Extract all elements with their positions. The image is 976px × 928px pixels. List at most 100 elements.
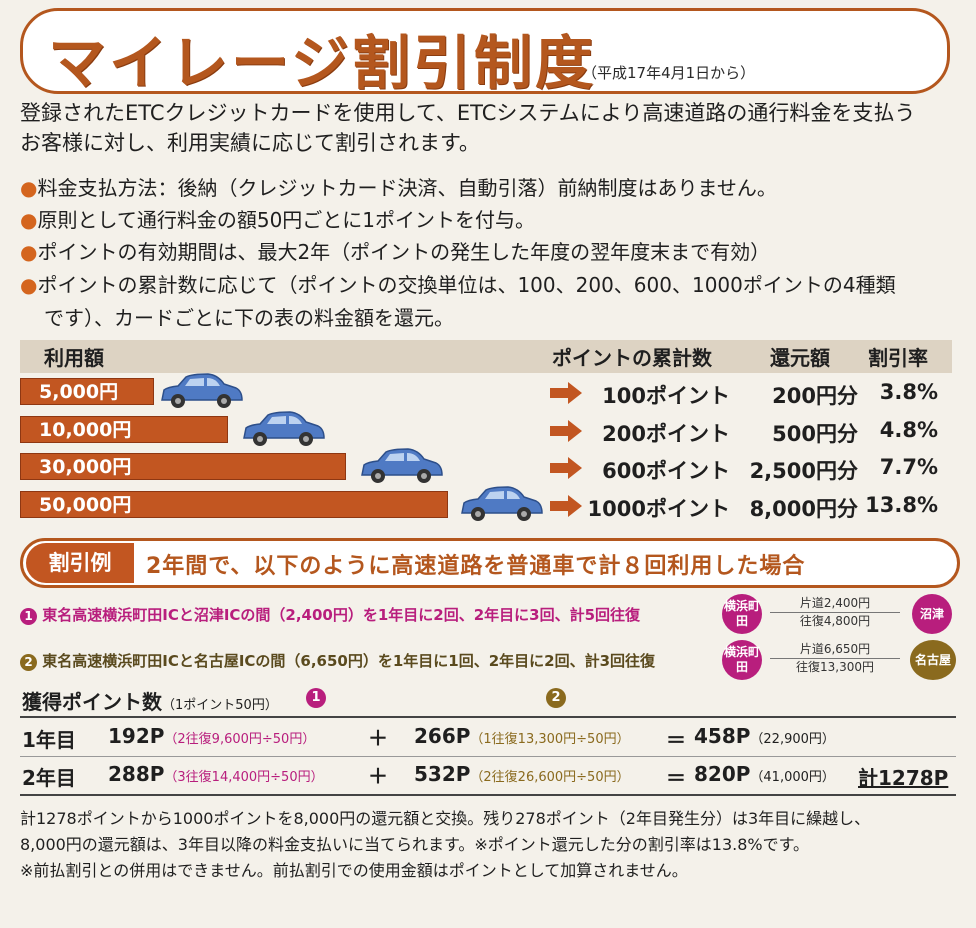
route-line [770,612,900,613]
number-badge-1: 1 [20,608,37,625]
points-value: 532P [414,762,471,786]
refund-cell: 8,000円分 [749,497,858,521]
divider [20,756,956,757]
points-row-1-p1: 192P（2往復9,600円÷50円） [108,724,315,748]
divider [20,794,956,796]
title-frame [20,8,950,94]
route-1-text: 東名高速横浜町田ICと沼津ICの間（2,400円）を1年目に2回、2年目に3回、… [42,606,641,624]
points-cell: 1000ポイント [587,497,730,521]
th-rate: 割引率 [868,346,928,370]
amount-bar: 30,000円 [20,453,346,480]
arrow-right-icon [550,382,582,404]
bullet-text: 料金支払方法：後納（クレジットカード決済、自動引落）前納制度はありません。 [37,176,777,200]
grand-total: 計1278P [858,766,949,790]
plus-sign: ＋ [368,764,388,788]
bullet-points-rule: ●原則として通行料金の額50円ごとに1ポイントを付与。 [20,204,535,233]
rate-cell: 7.7% [879,455,938,479]
example-heading: 2年間で、以下のように高速道路を普通車で計８回利用した場合 [146,554,806,579]
route-1: 1 東名高速横浜町田ICと沼津ICの間（2,400円）を1年目に2回、2年目に3… [20,604,640,625]
year-label: 2年目 [22,766,76,790]
points-heading-label: 獲得ポイント数 [22,690,162,714]
points-total-note: （41,000円） [750,770,835,785]
points-value: 288P [108,762,165,786]
points-note: （2往復9,600円÷50円） [164,732,316,747]
rate-cell: 4.8% [879,418,938,442]
intro-line-1: 登録されたETCクレジットカードを使用して、ETCシステムにより高速道路の通行料… [20,101,916,125]
points-cell: 100ポイント [602,384,730,408]
points-heading: 獲得ポイント数（1ポイント50円） [22,686,278,715]
arrow-right-icon [550,495,582,517]
points-cell: 600ポイント [602,459,730,483]
points-row-2-p2: 532P（2往復26,600円÷50円） [414,762,630,786]
footer-line-1: 計1278ポイントから1000ポイントを8,000円の還元額と交換。残り278ポ… [20,809,871,828]
points-note: （3往復14,400円÷50円） [164,770,324,785]
col-badge-1: 1 [306,686,326,708]
divider [20,716,956,718]
title-date: （平成17年4月1日から） [582,64,756,82]
points-value: 192P [108,724,165,748]
equals-sign: ＝ [666,766,686,790]
route-2-oneway: 片道6,650円 [799,642,871,656]
route-2: 2 東名高速横浜町田ICと名古屋ICの間（6,650円）を1年目に1回、2年目に… [20,650,655,671]
route-2-round: 往復13,300円 [796,660,874,674]
points-cell: 200ポイント [602,422,730,446]
refund-cell: 2,500円分 [749,459,858,483]
page-title: マイレージ割引制度 [48,29,596,97]
intro-line-2: お客様に対し、利用実績に応じて割引されます。 [20,131,480,155]
car-icon [243,411,325,446]
node-nagoya: 名古屋 [910,640,956,680]
points-note: （1往復13,300円÷50円） [470,732,630,747]
points-total-note: （22,900円） [750,732,835,747]
example-tag: 割引例 [26,543,134,583]
year-label: 1年目 [22,728,76,752]
bullet-text: ポイントの有効期間は、最大2年（ポイントの発生した年度の翌年度末まで有効） [37,240,771,264]
number-badge-2: 2 [546,688,566,708]
points-total: 458P [694,724,751,748]
bullet-text: ポイントの累計数に応じて（ポイントの交換単位は、100、200、600、1000… [37,273,896,297]
bullet-exchange: ●ポイントの累計数に応じて（ポイントの交換単位は、100、200、600、100… [20,269,896,298]
example-band [20,538,960,588]
node-yokohama-machida: 横浜町田 [722,640,762,680]
number-badge-1: 1 [306,688,326,708]
points-row-2-p1: 288P（3往復14,400円÷50円） [108,762,324,786]
car-icon [161,373,243,408]
bullet-dot-icon: ● [20,240,38,264]
route-2-text: 東名高速横浜町田ICと名古屋ICの間（6,650円）を1年目に1回、2年目に2回… [42,652,656,670]
car-icon [361,448,443,483]
table-header-bar [20,340,952,373]
refund-cell: 200円分 [772,384,858,408]
th-refund: 還元額 [770,346,830,370]
bullet-dot-icon: ● [20,273,38,297]
bullet-payment: ●料金支払方法：後納（クレジットカード決済、自動引落）前納制度はありません。 [20,172,777,201]
number-badge-2: 2 [20,654,37,671]
route-1-round: 往復4,800円 [799,614,871,628]
footer-line-2: 8,000円の還元額は、3年目以降の料金支払いに当てられます。※ポイント還元した… [20,835,810,854]
points-value: 266P [414,724,471,748]
amount-bar: 5,000円 [20,378,154,405]
amount-bar: 10,000円 [20,416,228,443]
points-row-1-p2: 266P（1往復13,300円÷50円） [414,724,630,748]
bullet-text: 原則として通行料金の額50円ごとに1ポイントを付与。 [37,208,536,232]
rate-cell: 3.8% [879,380,938,404]
amount-bar: 50,000円 [20,491,448,518]
th-points: ポイントの累計数 [552,346,712,370]
points-row-2-total: 820P（41,000円） [694,762,835,786]
car-icon [461,486,543,521]
col-badge-2: 2 [546,686,566,708]
route-line [770,658,900,659]
points-row-1-total: 458P（22,900円） [694,724,835,748]
bullet-exchange-cont: です）、カードごとに下の表の料金額を還元。 [44,306,454,330]
bullet-validity: ●ポイントの有効期間は、最大2年（ポイントの発生した年度の翌年度末まで有効） [20,236,770,265]
bullet-dot-icon: ● [20,176,38,200]
arrow-right-icon [550,457,582,479]
footer-line-3: ※前払割引との併用はできません。前払割引での使用金額はポイントとして加算されませ… [20,861,688,880]
points-heading-note: （1ポイント50円） [162,698,278,713]
node-yokohama-machida: 横浜町田 [722,594,762,634]
bullet-dot-icon: ● [20,208,38,232]
equals-sign: ＝ [666,728,686,752]
refund-cell: 500円分 [772,422,858,446]
th-amount: 利用額 [44,346,104,370]
plus-sign: ＋ [368,726,388,750]
route-1-oneway: 片道2,400円 [799,596,871,610]
points-total: 820P [694,762,751,786]
